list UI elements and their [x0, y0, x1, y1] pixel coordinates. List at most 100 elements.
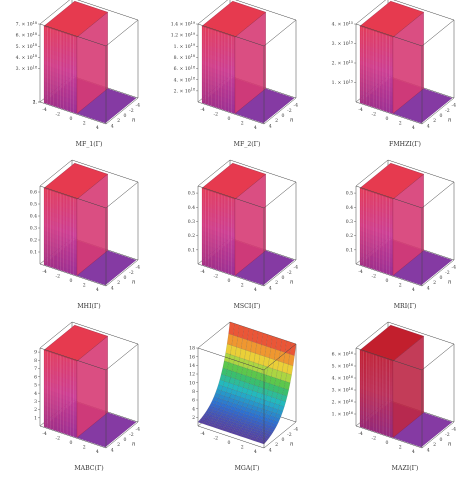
x-tick-label: 4 — [254, 125, 257, 131]
surface-wall-band — [359, 396, 393, 413]
surface-wall-top — [359, 325, 424, 362]
panel-1: 2. × 1018 4. × 1018 6. × 1018 8. × 1018 1. ×… — [171, 0, 298, 148]
y-tick-label: -2 — [445, 432, 450, 438]
surface-wall-band — [43, 418, 77, 434]
surface-wall-band — [359, 405, 393, 421]
chart-caption: FMHZI(Γ) — [389, 141, 421, 148]
x-tick-label: 0 — [228, 440, 231, 446]
surface-wall-band — [359, 200, 393, 217]
surface-wall-top — [201, 1, 266, 38]
z-tick-label: 6. × 1018 — [174, 65, 195, 72]
surface-wall-band — [359, 38, 393, 55]
box-floor-front-edges — [355, 259, 455, 287]
z-tick-label: 0.5 — [188, 191, 195, 197]
z-tick-label: 1 — [34, 415, 37, 421]
surface-wall-band — [359, 213, 393, 229]
x-tick-label: 2 — [241, 282, 244, 288]
x-tick-label: -2 — [214, 436, 219, 442]
z-tick-label: 3. × 1015 — [332, 40, 353, 47]
x-tick-label: 4 — [412, 449, 415, 455]
y-tick-label: -2 — [129, 270, 134, 276]
surface-wall-band — [43, 94, 77, 110]
y-tick-label: 0 — [282, 113, 285, 119]
surface-wall-band — [359, 234, 393, 251]
y-tick-label: 2 — [433, 118, 436, 124]
surface-wall-band — [201, 77, 235, 93]
z-tick-label: 2. × 1016 — [332, 399, 353, 406]
y-tick-label: -4 — [136, 427, 141, 433]
x-tick-label: -4 — [200, 431, 205, 437]
z-tick-label: 8. × 1018 — [174, 54, 195, 61]
surface-wall-band — [201, 60, 235, 76]
surface-wall-band — [43, 51, 77, 67]
surface-wall-band — [43, 38, 77, 55]
surface-wall-band — [43, 401, 77, 417]
x-tick-label: -2 — [214, 274, 219, 280]
y-tick-label: -2 — [287, 108, 292, 114]
y-tick-label: -2 — [129, 108, 134, 114]
surface-wall-band — [201, 47, 235, 63]
z-tick-label: 0.3 — [30, 226, 37, 232]
surface-wall-band — [201, 68, 235, 84]
surface-wall-band — [359, 222, 393, 238]
panel-8: 1. × 1016 2. × 1016 3. × 1016 4. × 1016 5. ×… — [332, 321, 456, 472]
surface-wall-band — [359, 256, 393, 272]
y-tick-label: 0 — [124, 113, 127, 119]
surface-wall-band — [359, 418, 393, 434]
y-tick-label: 0 — [124, 275, 127, 281]
chart-caption: MABC(Γ) — [74, 465, 103, 472]
y-tick-label: -2 — [129, 432, 134, 438]
surface-wall-band — [201, 192, 235, 208]
box-floor-front-edges — [197, 97, 297, 125]
surface-wall-band — [359, 388, 393, 404]
x-tick-label: 0 — [386, 440, 389, 446]
box-floor-front-edges — [39, 259, 139, 287]
surface-wall-band — [201, 213, 235, 229]
surface-wall-band — [359, 60, 393, 76]
y-tick-label: -4 — [452, 103, 457, 109]
y-tick-label: 4 — [269, 285, 272, 291]
x-tick-label: -2 — [56, 436, 61, 442]
box-floor-front-edges — [355, 421, 455, 449]
surface-wall-top — [359, 163, 424, 200]
z-tick-label: 14 — [189, 363, 195, 369]
box-back-edges — [197, 0, 297, 102]
z-tick-label: 18 — [189, 346, 195, 352]
surface-wall-band — [43, 379, 77, 396]
z-tick-label: 3 — [34, 399, 37, 405]
box-floor-front-edges — [197, 259, 297, 287]
x-tick-label: 4 — [412, 287, 415, 293]
x-tick-label: 2 — [399, 282, 402, 288]
y-tick-label: 0 — [124, 437, 127, 443]
surface-wall-top — [43, 325, 108, 362]
y-tick-label: 2 — [117, 118, 120, 124]
surface-wall-band — [43, 213, 77, 229]
box-floor-front-edges — [355, 97, 455, 125]
box-back-edges — [39, 0, 139, 102]
x-tick-label: 0 — [228, 116, 231, 122]
y-tick-label: 0 — [282, 275, 285, 281]
surface-wall-band — [359, 392, 393, 408]
surface-wall-band — [359, 94, 393, 110]
surface-wall-band — [43, 375, 77, 391]
surface-wall-band — [359, 43, 393, 59]
y-axis-label: n — [290, 442, 294, 448]
y-tick-label: 2 — [433, 442, 436, 448]
x-tick-label: -2 — [372, 274, 377, 280]
surface-wall-band — [201, 260, 235, 276]
surface-wall-band — [359, 26, 393, 42]
surface-wall-band — [201, 38, 235, 55]
y-tick-label: -4 — [294, 265, 299, 271]
y-tick-label: 2 — [275, 442, 278, 448]
z-tick-label: 0.2 — [30, 238, 37, 244]
surface-wall-band — [359, 358, 393, 374]
x-tick-label: -4 — [358, 431, 363, 437]
y-tick-label: 2 — [117, 280, 120, 286]
surface-wall-band — [359, 401, 393, 417]
surface-wall-band — [359, 379, 393, 396]
surface-wall-band — [43, 226, 77, 242]
surface-wall-band — [201, 43, 235, 59]
z-tick-label: 6 — [34, 374, 37, 380]
y-tick-label: 2 — [117, 442, 120, 448]
z-tick-label: 4. × 1018 — [174, 77, 195, 84]
